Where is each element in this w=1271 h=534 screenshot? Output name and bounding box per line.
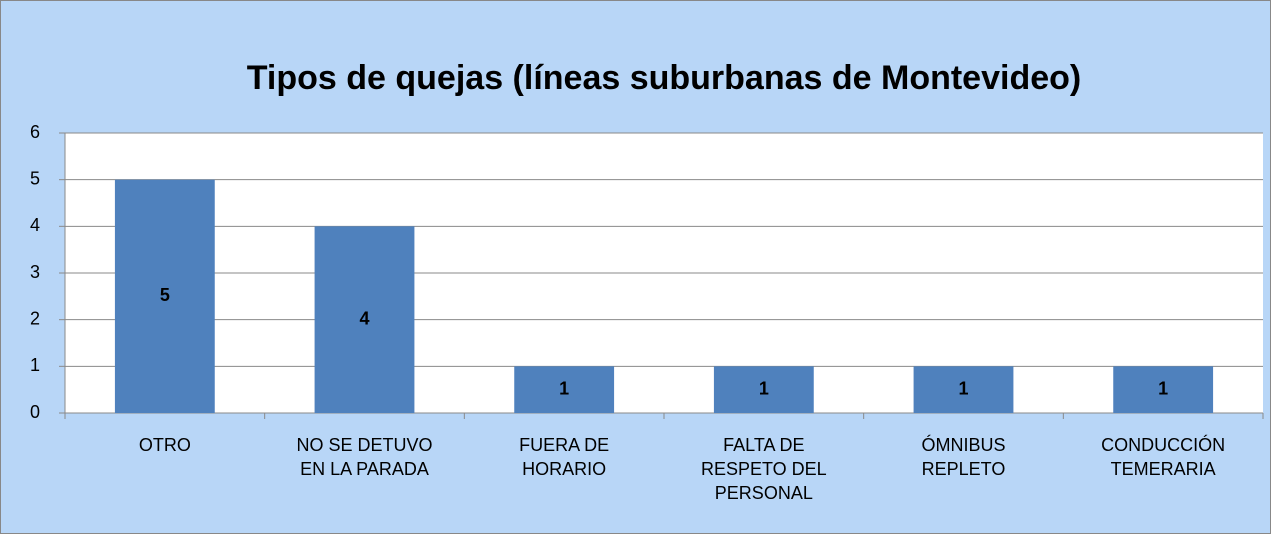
bar (314, 226, 415, 413)
y-tick-label: 4 (30, 215, 40, 235)
x-tick-label: FUERA DE HORARIO (519, 435, 610, 479)
y-tick-label: 1 (30, 355, 40, 375)
data-label: 5 (160, 285, 170, 305)
x-tick-label: OTRO (138, 435, 191, 455)
y-tick-label: 3 (30, 262, 40, 282)
bar (713, 366, 814, 413)
bar (1113, 366, 1214, 413)
bar (114, 179, 215, 413)
data-label: 1 (958, 378, 968, 398)
chart-title: Tipos de quejas (líneas suburbanas de Mo… (247, 59, 1081, 97)
y-tick-label: 6 (30, 122, 40, 142)
y-tick-label: 5 (30, 168, 40, 188)
x-tick-label: CONDUCCIÓN TEMERARIA (1101, 435, 1226, 479)
y-tick-label: 2 (30, 308, 40, 328)
bar (514, 366, 615, 413)
data-label: 4 (359, 308, 369, 328)
bar (913, 366, 1014, 413)
data-label: 1 (1158, 378, 1168, 398)
data-label: 1 (559, 378, 569, 398)
x-tick-label: FALTA DE RESPETO DEL PERSONAL (700, 435, 827, 503)
y-tick-label: 0 (30, 402, 40, 422)
x-tick-label: ÓMNIBUS REPLETO (921, 435, 1006, 479)
data-label: 1 (759, 378, 769, 398)
x-tick-label: NO SE DETUVO EN LA PARADA (296, 435, 433, 479)
